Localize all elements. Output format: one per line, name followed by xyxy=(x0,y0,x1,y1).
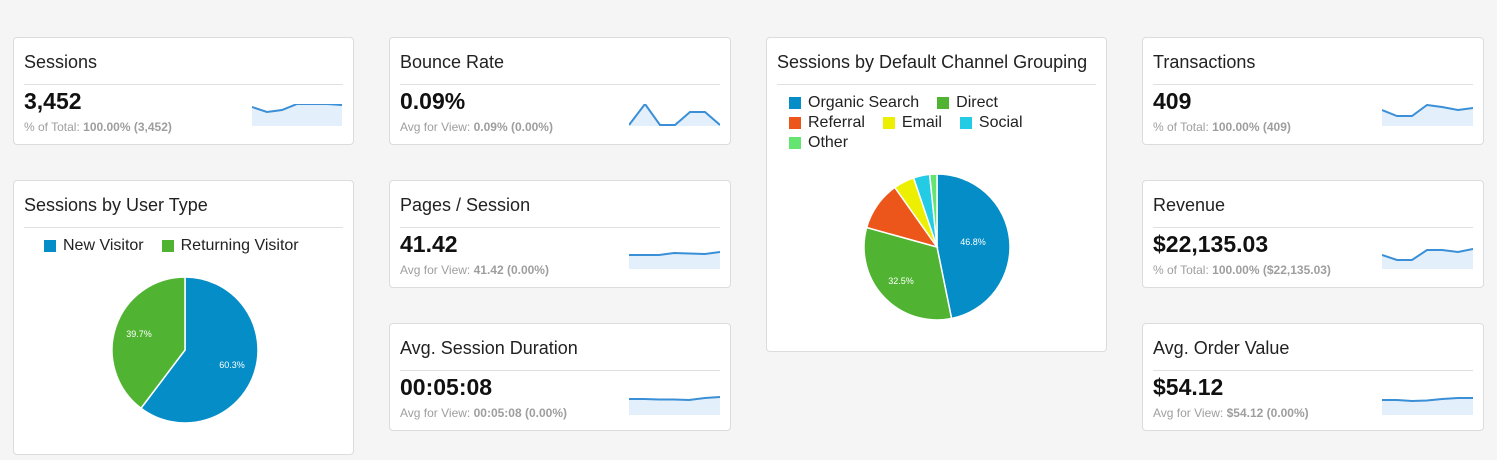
sessions-card[interactable]: Sessions 3,452 % of Total: 100.00% (3,45… xyxy=(13,37,354,145)
metric-subtitle: % of Total: 100.00% (3,452) xyxy=(24,120,172,134)
swatch-icon xyxy=(959,117,972,129)
revenue-card[interactable]: Revenue $22,135.03 % of Total: 100.00% (… xyxy=(1142,180,1484,288)
card-title: Pages / Session xyxy=(400,193,720,228)
subtitle-value: 100.00% ($22,135.03) xyxy=(1212,263,1331,277)
subtitle-label: % of Total: xyxy=(24,120,84,134)
user-type-legend: New Visitor Returning Visitor xyxy=(44,236,317,256)
pie-slice-other[interactable] xyxy=(928,173,938,248)
card-title: Revenue xyxy=(1153,193,1473,228)
swatch-icon xyxy=(789,137,801,149)
card-title: Transactions xyxy=(1153,50,1473,85)
card-title: Sessions by Default Channel Grouping xyxy=(777,50,1096,85)
metric-subtitle: Avg for View: 0.09% (0.00%) xyxy=(400,120,553,134)
avg-session-duration-sparkline xyxy=(629,396,720,415)
card-title: Avg. Order Value xyxy=(1153,336,1473,371)
pie-slice-new-visitor[interactable] xyxy=(139,276,259,424)
swatch-icon xyxy=(882,117,895,129)
subtitle-label: Avg for View: xyxy=(400,406,474,420)
legend-label: Direct xyxy=(956,94,998,111)
metric-subtitle: Avg for View: 00:05:08 (0.00%) xyxy=(400,406,567,420)
channel-grouping-card[interactable]: Sessions by Default Channel Grouping Org… xyxy=(766,37,1107,352)
metric-subtitle: % of Total: 100.00% (409) xyxy=(1153,120,1291,134)
legend-label: Referral xyxy=(808,114,865,131)
slice-label: 60.3% xyxy=(219,360,245,370)
subtitle-label: Avg for View: xyxy=(400,120,474,134)
metric-value: 3,452 xyxy=(24,88,82,114)
legend-label: Returning Visitor xyxy=(180,237,299,254)
swatch-icon xyxy=(789,97,801,109)
legend-item-organic-search[interactable]: Organic Search xyxy=(789,94,919,112)
legend-item-referral[interactable]: Referral xyxy=(789,114,865,132)
pie-slice-direct[interactable] xyxy=(863,226,953,321)
slice-label: 46.8% xyxy=(960,237,986,247)
pie-slice-organic-search[interactable] xyxy=(936,173,1011,320)
metric-value: 41.42 xyxy=(400,231,458,257)
metric-value: 409 xyxy=(1153,88,1192,114)
transactions-card[interactable]: Transactions 409 % of Total: 100.00% (40… xyxy=(1142,37,1484,145)
legend-item-direct[interactable]: Direct xyxy=(937,94,998,112)
subtitle-label: % of Total: xyxy=(1153,263,1213,277)
swatch-icon xyxy=(789,117,801,129)
legend-item-social[interactable]: Social xyxy=(959,114,1023,132)
card-title: Sessions xyxy=(24,50,343,85)
subtitle-label: Avg for View: xyxy=(1153,406,1227,420)
channel-pie-chart[interactable]: 46.8% 32.5% xyxy=(862,172,1012,322)
slice-label: 39.7% xyxy=(126,329,152,339)
swatch-icon xyxy=(161,240,174,252)
swatch-icon xyxy=(937,97,950,109)
bounce-rate-sparkline xyxy=(629,104,720,126)
user-type-pie-chart[interactable]: 60.3% 39.7% xyxy=(110,275,260,425)
metric-value: $22,135.03 xyxy=(1153,231,1269,257)
avg-order-value-sparkline xyxy=(1382,397,1473,415)
legend-label: New Visitor xyxy=(63,237,144,254)
card-title: Bounce Rate xyxy=(400,50,720,85)
card-title: Sessions by User Type xyxy=(24,193,343,228)
legend-label: Social xyxy=(978,114,1023,131)
pages-per-session-card[interactable]: Pages / Session 41.42 Avg for View: 41.4… xyxy=(389,180,731,288)
subtitle-label: % of Total: xyxy=(1153,120,1213,134)
pie-slice-returning-visitor[interactable] xyxy=(111,276,186,410)
legend-label: Other xyxy=(808,134,849,151)
avg-order-value-card[interactable]: Avg. Order Value $54.12 Avg for View: $5… xyxy=(1142,323,1484,431)
metric-value: 0.09% xyxy=(400,88,466,114)
bounce-rate-card[interactable]: Bounce Rate 0.09% Avg for View: 0.09% (0… xyxy=(389,37,731,145)
legend-item-other[interactable]: Other xyxy=(789,134,848,152)
swatch-icon xyxy=(44,240,56,252)
metric-subtitle: % of Total: 100.00% ($22,135.03) xyxy=(1153,263,1331,277)
legend-item-new-visitor[interactable]: New Visitor xyxy=(44,237,144,255)
legend-label: Organic Search xyxy=(808,94,920,111)
pages-per-session-sparkline xyxy=(629,251,720,269)
user-type-card[interactable]: Sessions by User Type New Visitor Return… xyxy=(13,180,354,455)
subtitle-value: 41.42 (0.00%) xyxy=(473,263,549,277)
subtitle-label: Avg for View: xyxy=(400,263,474,277)
avg-session-duration-card[interactable]: Avg. Session Duration 00:05:08 Avg for V… xyxy=(389,323,731,431)
subtitle-value: 0.09% (0.00%) xyxy=(473,120,553,134)
subtitle-value: 00:05:08 (0.00%) xyxy=(473,406,567,420)
transactions-sparkline xyxy=(1382,104,1473,126)
sessions-sparkline xyxy=(252,104,343,126)
metric-value: $54.12 xyxy=(1153,374,1224,400)
legend-item-returning-visitor[interactable]: Returning Visitor xyxy=(161,237,299,255)
subtitle-value: 100.00% (409) xyxy=(1212,120,1291,134)
subtitle-value: $54.12 (0.00%) xyxy=(1226,406,1309,420)
slice-label: 32.5% xyxy=(888,276,914,286)
channel-legend: Organic Search Direct Referral Email Soc… xyxy=(789,93,1041,153)
card-title: Avg. Session Duration xyxy=(400,336,720,371)
legend-item-email[interactable]: Email xyxy=(882,114,942,132)
metric-subtitle: Avg for View: 41.42 (0.00%) xyxy=(400,263,549,277)
legend-label: Email xyxy=(901,114,942,131)
metric-value: 00:05:08 xyxy=(400,374,493,400)
subtitle-value: 100.00% (3,452) xyxy=(83,120,172,134)
metric-subtitle: Avg for View: $54.12 (0.00%) xyxy=(1153,406,1309,420)
revenue-sparkline xyxy=(1382,248,1473,269)
